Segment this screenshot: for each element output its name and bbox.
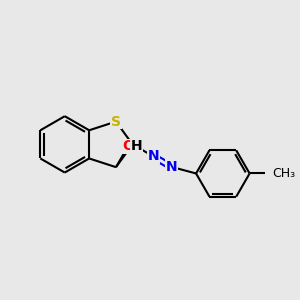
Text: S: S: [111, 115, 121, 129]
Text: N: N: [166, 160, 177, 174]
Text: H: H: [131, 139, 143, 153]
Text: CH₃: CH₃: [273, 167, 296, 180]
Text: O: O: [122, 140, 134, 153]
Text: N: N: [148, 149, 159, 163]
